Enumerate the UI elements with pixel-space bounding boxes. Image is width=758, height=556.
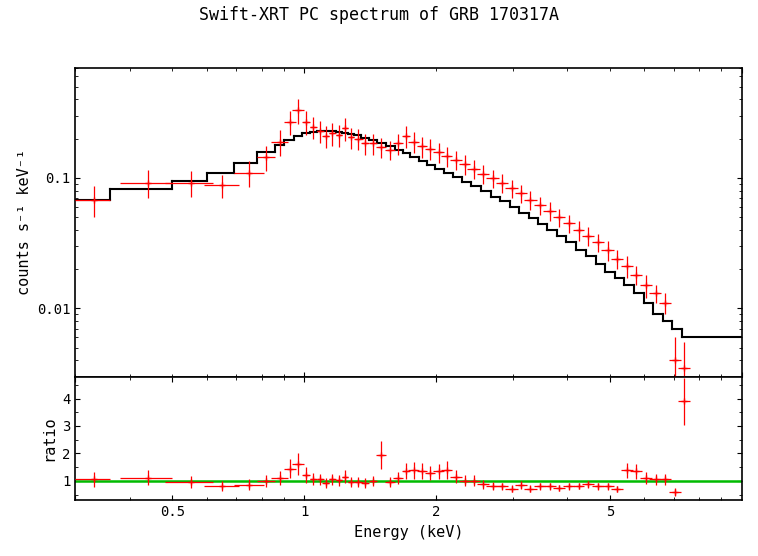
Y-axis label: ratio: ratio — [42, 415, 57, 461]
X-axis label: Energy (keV): Energy (keV) — [354, 524, 463, 539]
Text: Swift-XRT PC spectrum of GRB 170317A: Swift-XRT PC spectrum of GRB 170317A — [199, 6, 559, 23]
Y-axis label: counts s⁻¹ keV⁻¹: counts s⁻¹ keV⁻¹ — [17, 149, 32, 295]
